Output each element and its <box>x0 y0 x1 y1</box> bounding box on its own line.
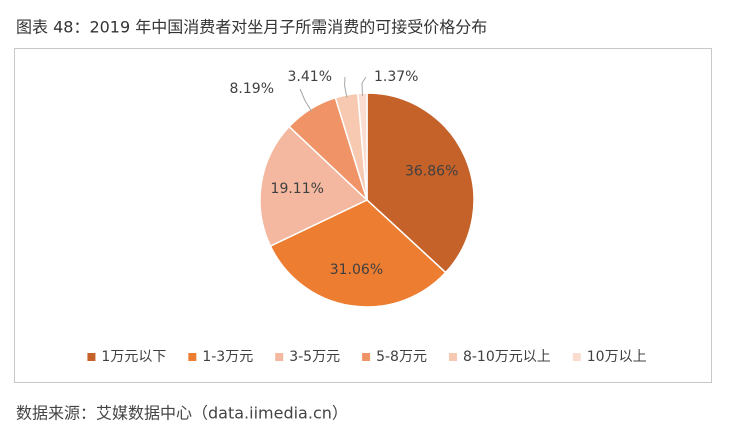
pie-slice <box>366 92 475 274</box>
data-label: 19.11% <box>271 181 324 197</box>
legend-swatch <box>275 353 284 361</box>
chart-title: 图表 48：2019 年中国消费者对坐月子所需消费的可接受价格分布 <box>16 18 487 37</box>
data-label: 31.06% <box>330 262 383 278</box>
legend-swatch <box>87 353 96 361</box>
legend-swatch <box>448 353 457 361</box>
legend-swatch <box>188 353 197 361</box>
pie-slice <box>259 125 369 248</box>
legend-label: 3-5万元 <box>289 349 340 365</box>
legend-label: 1-3万元 <box>202 349 253 365</box>
leader-line <box>299 88 313 113</box>
data-label: 36.86% <box>405 164 458 180</box>
legend-label: 8-10万元以上 <box>463 349 551 365</box>
data-label: 1.37% <box>374 69 418 85</box>
leader-line <box>344 76 348 99</box>
legend-swatch <box>362 353 371 361</box>
legend-label: 1万元以下 <box>101 349 166 365</box>
data-label: 3.41% <box>288 69 332 85</box>
legend-swatch <box>572 353 581 361</box>
source: 数据来源：艾媒数据中心（data.iimedia.cn） <box>16 404 348 423</box>
data-label: 8.19% <box>230 81 274 97</box>
leader-line <box>361 76 367 97</box>
legend-label: 10万以上 <box>587 349 647 365</box>
chart-frame <box>14 48 712 383</box>
pie-slice <box>269 199 447 308</box>
legend-label: 5-8万元 <box>376 349 427 365</box>
